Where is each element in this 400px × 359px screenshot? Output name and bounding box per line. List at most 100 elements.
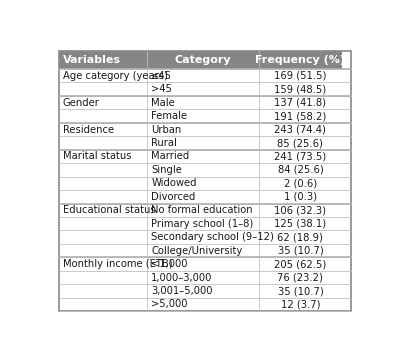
Bar	[59, 136, 147, 150]
Bar	[259, 136, 342, 150]
Bar	[59, 96, 147, 109]
Bar	[147, 204, 259, 217]
Text: Married: Married	[151, 151, 190, 162]
Text: 84 (25.6): 84 (25.6)	[278, 165, 323, 175]
Text: 3,001–5,000: 3,001–5,000	[151, 286, 213, 296]
Text: 35 (10.7): 35 (10.7)	[278, 286, 323, 296]
Bar	[259, 204, 342, 217]
Bar	[147, 271, 259, 284]
Text: Divorced: Divorced	[151, 192, 196, 202]
Bar	[147, 83, 259, 96]
Text: 169 (51.5): 169 (51.5)	[274, 71, 327, 81]
Bar	[259, 109, 342, 123]
Text: 205 (62.5): 205 (62.5)	[274, 259, 326, 269]
Bar	[147, 96, 259, 109]
Bar	[259, 284, 342, 298]
Bar	[59, 150, 147, 163]
Bar	[259, 150, 342, 163]
Text: Variables: Variables	[63, 55, 121, 65]
Text: Single: Single	[151, 165, 182, 175]
Text: Marital status: Marital status	[63, 151, 131, 162]
Text: 76 (23.2): 76 (23.2)	[278, 272, 323, 283]
Bar	[59, 284, 147, 298]
Bar	[259, 96, 342, 109]
Text: 62 (18.9): 62 (18.9)	[278, 232, 323, 242]
Bar	[259, 271, 342, 284]
Bar	[147, 190, 259, 204]
Text: Female: Female	[151, 111, 187, 121]
Bar	[59, 109, 147, 123]
Bar	[147, 150, 259, 163]
Text: Educational status: Educational status	[63, 205, 156, 215]
Text: Primary school (1–8): Primary school (1–8)	[151, 219, 254, 229]
Text: >45: >45	[151, 84, 172, 94]
Text: 85 (25.6): 85 (25.6)	[278, 138, 323, 148]
Bar	[59, 69, 147, 83]
Bar	[147, 136, 259, 150]
Bar	[59, 271, 147, 284]
Text: <1,000: <1,000	[151, 259, 188, 269]
Bar	[59, 204, 147, 217]
Bar	[259, 190, 342, 204]
Text: 35 (10.7): 35 (10.7)	[278, 246, 323, 256]
Bar	[147, 177, 259, 190]
Bar	[59, 83, 147, 96]
Text: Category: Category	[174, 55, 231, 65]
Bar	[59, 190, 147, 204]
Bar	[147, 298, 259, 311]
Text: Widowed: Widowed	[151, 178, 197, 188]
Text: 159 (48.5): 159 (48.5)	[274, 84, 326, 94]
Text: 12 (3.7): 12 (3.7)	[281, 299, 320, 309]
Bar	[259, 257, 342, 271]
Text: 191 (58.2): 191 (58.2)	[274, 111, 326, 121]
Text: Age category (years): Age category (years)	[63, 71, 168, 81]
Text: 2 (0.6): 2 (0.6)	[284, 178, 317, 188]
Bar	[59, 230, 147, 244]
Text: ≤45: ≤45	[151, 71, 172, 81]
Text: 241 (73.5): 241 (73.5)	[274, 151, 326, 162]
Bar	[259, 163, 342, 177]
Text: Urban: Urban	[151, 125, 182, 135]
Text: >5,000: >5,000	[151, 299, 188, 309]
Bar	[59, 244, 147, 257]
Bar	[59, 257, 147, 271]
Bar	[259, 230, 342, 244]
Bar	[147, 163, 259, 177]
Bar	[59, 163, 147, 177]
Bar	[147, 230, 259, 244]
Bar	[59, 123, 147, 136]
Text: 106 (32.3): 106 (32.3)	[274, 205, 326, 215]
Text: Residence: Residence	[63, 125, 114, 135]
Text: Rural: Rural	[151, 138, 177, 148]
Bar	[59, 51, 147, 69]
Bar	[259, 69, 342, 83]
Bar	[259, 177, 342, 190]
Bar	[259, 217, 342, 230]
Text: Secondary school (9–12): Secondary school (9–12)	[151, 232, 274, 242]
Text: 243 (74.4): 243 (74.4)	[274, 125, 326, 135]
Text: Frequency (%): Frequency (%)	[256, 55, 346, 65]
Bar	[59, 217, 147, 230]
Text: 1,000–3,000: 1,000–3,000	[151, 272, 212, 283]
Bar	[147, 244, 259, 257]
Bar	[259, 83, 342, 96]
Bar	[147, 257, 259, 271]
Bar	[259, 51, 342, 69]
Bar	[147, 109, 259, 123]
Bar	[59, 298, 147, 311]
Bar	[147, 51, 259, 69]
Text: 137 (41.8): 137 (41.8)	[274, 98, 326, 108]
Bar	[259, 123, 342, 136]
Bar	[59, 177, 147, 190]
Text: College/University: College/University	[151, 246, 242, 256]
Bar	[147, 217, 259, 230]
Text: Monthly income (ETB): Monthly income (ETB)	[63, 259, 172, 269]
Text: Gender: Gender	[63, 98, 100, 108]
Text: 125 (38.1): 125 (38.1)	[274, 219, 326, 229]
Bar	[147, 69, 259, 83]
Text: Male: Male	[151, 98, 175, 108]
Bar	[147, 284, 259, 298]
Bar	[147, 123, 259, 136]
Text: 1 (0.3): 1 (0.3)	[284, 192, 317, 202]
Bar	[259, 298, 342, 311]
